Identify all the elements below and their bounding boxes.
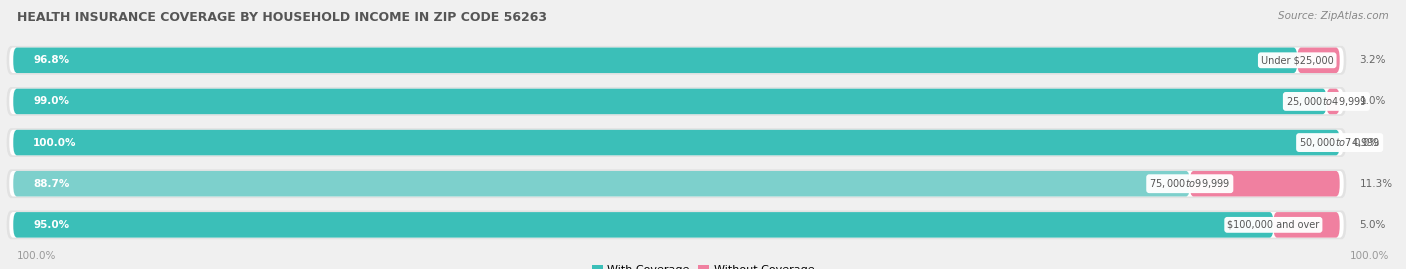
FancyBboxPatch shape — [13, 130, 1340, 155]
Text: $25,000 to $49,999: $25,000 to $49,999 — [1286, 95, 1367, 108]
Text: 95.0%: 95.0% — [34, 220, 69, 230]
FancyBboxPatch shape — [10, 89, 1344, 114]
FancyBboxPatch shape — [7, 87, 1347, 116]
FancyBboxPatch shape — [7, 46, 1347, 75]
FancyBboxPatch shape — [7, 210, 1347, 239]
Text: $50,000 to $74,999: $50,000 to $74,999 — [1299, 136, 1381, 149]
Text: 1.0%: 1.0% — [1360, 96, 1386, 107]
Text: 99.0%: 99.0% — [34, 96, 69, 107]
Text: 11.3%: 11.3% — [1360, 179, 1393, 189]
Text: $75,000 to $99,999: $75,000 to $99,999 — [1149, 177, 1230, 190]
FancyBboxPatch shape — [1189, 171, 1340, 196]
Text: HEALTH INSURANCE COVERAGE BY HOUSEHOLD INCOME IN ZIP CODE 56263: HEALTH INSURANCE COVERAGE BY HOUSEHOLD I… — [17, 11, 547, 24]
Text: 5.0%: 5.0% — [1360, 220, 1386, 230]
Text: 100.0%: 100.0% — [17, 251, 56, 261]
FancyBboxPatch shape — [1326, 89, 1340, 114]
Text: $100,000 and over: $100,000 and over — [1227, 220, 1319, 230]
FancyBboxPatch shape — [13, 212, 1274, 238]
FancyBboxPatch shape — [13, 171, 1189, 196]
FancyBboxPatch shape — [13, 89, 1326, 114]
FancyBboxPatch shape — [13, 48, 1298, 73]
Text: 96.8%: 96.8% — [34, 55, 69, 65]
FancyBboxPatch shape — [10, 130, 1344, 155]
FancyBboxPatch shape — [7, 128, 1347, 157]
Text: Source: ZipAtlas.com: Source: ZipAtlas.com — [1278, 11, 1389, 21]
Text: 100.0%: 100.0% — [1350, 251, 1389, 261]
Text: 88.7%: 88.7% — [34, 179, 69, 189]
Text: 3.2%: 3.2% — [1360, 55, 1386, 65]
FancyBboxPatch shape — [1274, 212, 1340, 238]
Text: 0.0%: 0.0% — [1353, 137, 1379, 148]
FancyBboxPatch shape — [10, 171, 1344, 196]
FancyBboxPatch shape — [10, 212, 1344, 238]
FancyBboxPatch shape — [7, 169, 1347, 198]
Text: Under $25,000: Under $25,000 — [1261, 55, 1334, 65]
FancyBboxPatch shape — [1298, 48, 1340, 73]
Legend: With Coverage, Without Coverage: With Coverage, Without Coverage — [588, 261, 818, 269]
FancyBboxPatch shape — [10, 48, 1344, 73]
Text: 100.0%: 100.0% — [34, 137, 77, 148]
